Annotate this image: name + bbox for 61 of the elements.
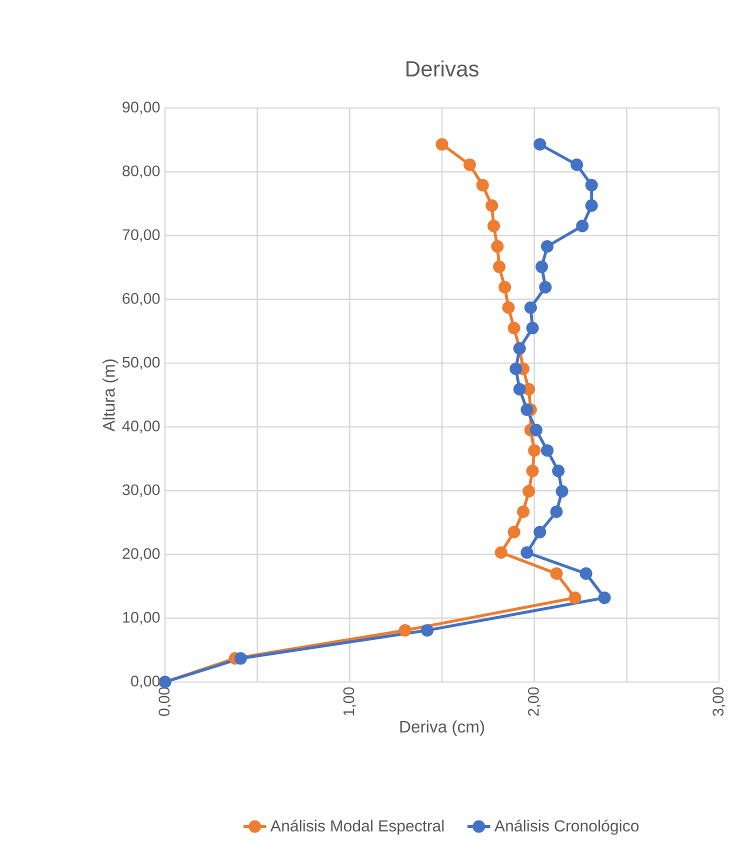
point: [522, 485, 536, 498]
y-tick-label: 0,00: [131, 676, 160, 688]
y-tick-label: 60,00: [122, 292, 160, 306]
point: [520, 403, 534, 416]
legend-label: Análisis Cronológico: [494, 820, 639, 835]
point: [539, 280, 552, 294]
point: [535, 260, 548, 274]
point: [585, 199, 598, 212]
point: [598, 592, 611, 604]
point: [526, 322, 539, 334]
point: [498, 280, 512, 294]
point: [576, 220, 589, 232]
y-tick-label: 40,00: [122, 420, 160, 434]
point: [234, 652, 247, 665]
point: [487, 220, 500, 232]
point: [510, 362, 522, 376]
x-axis-title: Deriva (cm): [400, 720, 484, 736]
point: [550, 505, 563, 518]
point: [436, 138, 448, 151]
y-tick-label: 80,00: [122, 165, 160, 178]
point: [524, 301, 537, 314]
y-axis-title: Altura (m): [102, 359, 118, 432]
x-tick-label: 1,00: [343, 687, 356, 716]
point: [556, 485, 568, 498]
point: [534, 526, 546, 538]
y-tick-label: 70,00: [122, 229, 160, 242]
point: [476, 178, 489, 192]
point: [398, 624, 412, 637]
legend-label: Análisis Modal Espectral: [270, 820, 444, 835]
point: [526, 464, 539, 478]
point: [491, 240, 504, 253]
point: [585, 178, 598, 192]
point: [580, 567, 592, 580]
point: [494, 546, 508, 559]
point: [530, 424, 542, 436]
point: [513, 382, 526, 396]
point: [540, 444, 554, 457]
y-tick-label: 90,00: [122, 102, 160, 114]
point: [568, 592, 582, 604]
point: [492, 260, 506, 274]
point: [508, 322, 520, 334]
point: [550, 567, 563, 580]
point: [463, 158, 476, 172]
y-tick-label: 20,00: [122, 548, 160, 561]
y-tick-label: 30,00: [122, 484, 160, 498]
point: [570, 158, 584, 172]
x-tick-label: 3,00: [712, 687, 726, 716]
point: [528, 444, 541, 457]
point: [502, 301, 515, 314]
point: [540, 240, 554, 253]
point: [508, 526, 520, 538]
point: [516, 505, 530, 518]
point: [552, 464, 565, 478]
point: [420, 624, 434, 637]
x-tick-label: 2,00: [528, 687, 541, 716]
chart-title: Derivas: [406, 60, 478, 77]
point: [520, 546, 534, 559]
y-tick-label: 50,00: [122, 356, 160, 370]
point: [486, 199, 498, 212]
point: [534, 138, 546, 151]
y-tick-label: 10,00: [123, 612, 160, 625]
